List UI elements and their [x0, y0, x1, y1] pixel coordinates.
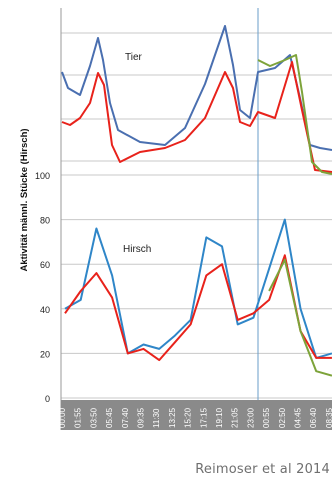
y-tick-label: 0: [45, 394, 50, 404]
tier-series-1: [62, 62, 332, 172]
x-tick-label: 08:35: [325, 407, 332, 428]
x-tick-label: 07:40: [121, 407, 130, 428]
x-tick-label: 23:00: [246, 407, 255, 428]
x-tick-label: 21:05: [231, 407, 240, 428]
x-tick-label: 06:40: [309, 407, 318, 428]
x-tick-label: 05:45: [105, 407, 114, 428]
x-tick-label: 15:20: [184, 407, 193, 428]
x-tick-label: 00:55: [262, 407, 271, 428]
panel-label-tier: Tier: [125, 52, 143, 63]
credit-text: Reimoser et al 2014: [195, 462, 330, 477]
y-tick-label: 40: [40, 305, 50, 315]
tier-series-0: [62, 26, 332, 150]
x-tick-label: 00:00: [58, 407, 67, 428]
panel-label-hirsch: Hirsch: [123, 244, 151, 255]
x-tick-label: 19:10: [215, 407, 224, 428]
x-tick-label: 09:35: [137, 407, 146, 428]
x-tick-label: 03:50: [89, 407, 98, 428]
y-tick-label: 100: [35, 171, 50, 181]
x-axis-band: [61, 400, 332, 430]
y-tick-label: 80: [40, 216, 50, 226]
y-tick-label: 60: [40, 260, 50, 270]
y-tick-label: 20: [40, 349, 50, 359]
x-tick-label: 04:45: [294, 407, 303, 428]
x-tick-label: 01:55: [74, 407, 83, 428]
hirsch-series-1: [65, 255, 332, 360]
y-axis-label: Aktivität männl. Stücke (Hirsch): [19, 128, 30, 271]
x-tick-label: 11:30: [152, 408, 161, 428]
x-tick-label: 13:25: [168, 407, 177, 428]
x-tick-label: 17:15: [199, 407, 208, 428]
x-tick-label: 02:50: [278, 407, 287, 428]
